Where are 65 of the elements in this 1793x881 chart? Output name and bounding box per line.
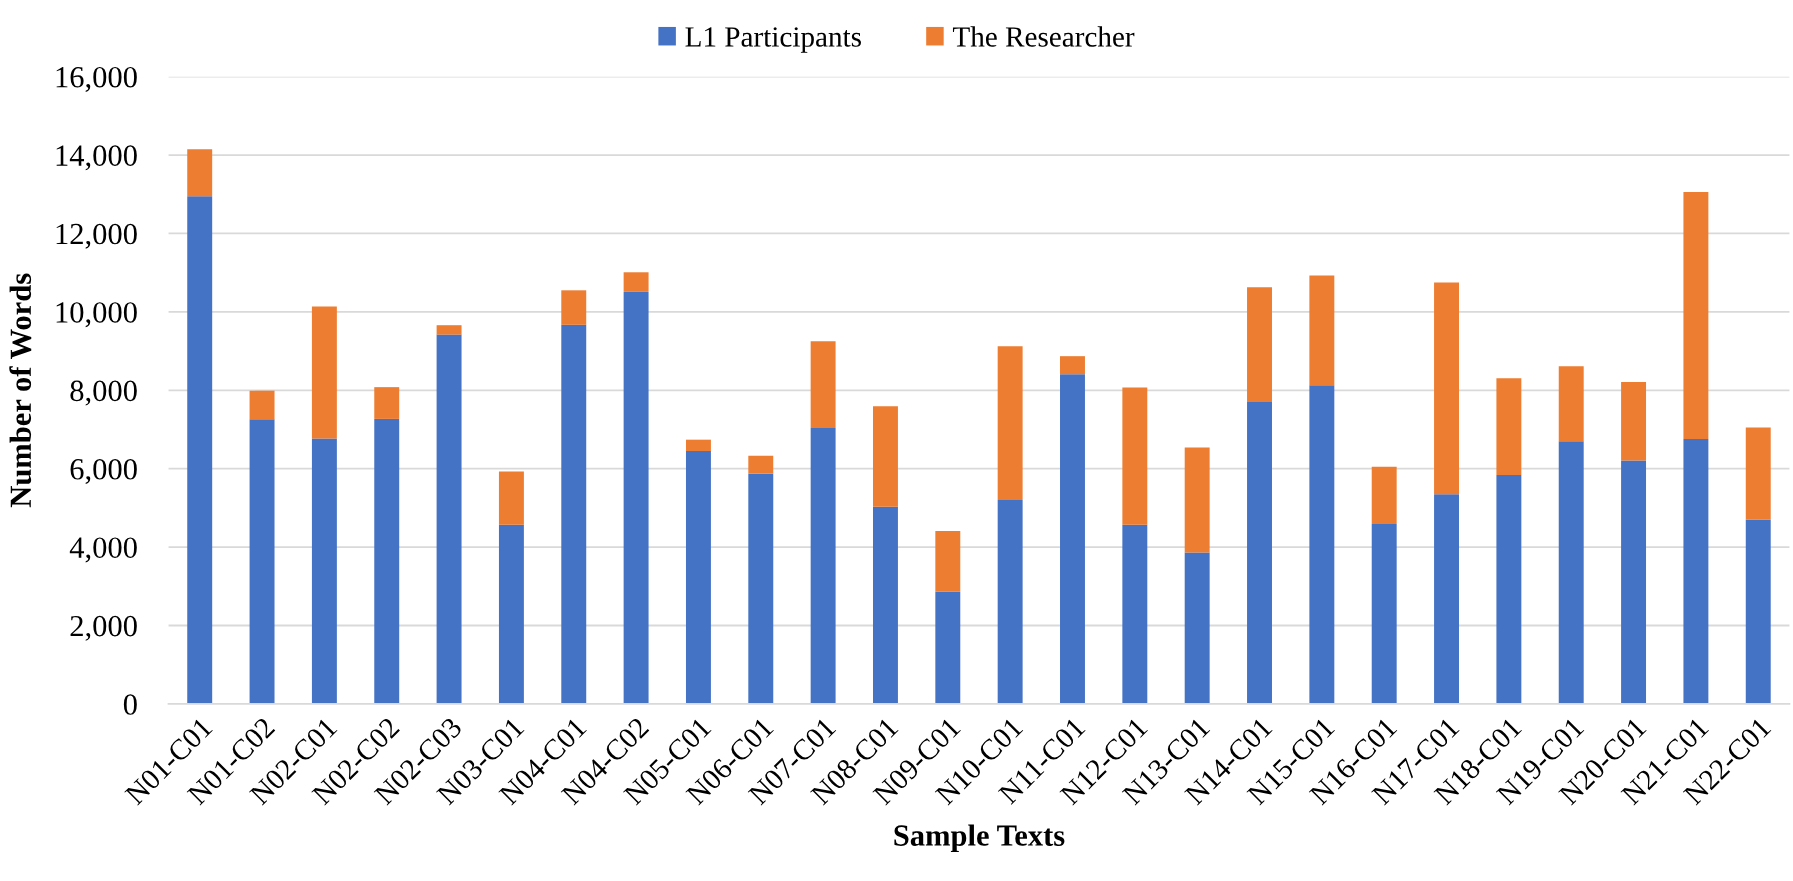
bar bbox=[748, 455, 774, 474]
y-tick-label: 16,000 bbox=[56, 66, 137, 92]
bar bbox=[1060, 374, 1085, 704]
bar bbox=[1371, 523, 1397, 704]
bar bbox=[1434, 282, 1460, 495]
bar bbox=[1434, 494, 1460, 704]
bar bbox=[1309, 385, 1335, 704]
bar bbox=[187, 196, 213, 704]
bar bbox=[187, 149, 213, 197]
bar bbox=[561, 290, 587, 325]
bar bbox=[374, 418, 400, 704]
bar bbox=[436, 334, 462, 704]
bar bbox=[1247, 402, 1272, 704]
bar bbox=[810, 341, 836, 428]
bar bbox=[1683, 191, 1709, 439]
bar bbox=[1745, 519, 1771, 704]
bar bbox=[935, 531, 961, 592]
bar bbox=[374, 387, 400, 419]
bar bbox=[436, 325, 462, 335]
bar bbox=[873, 506, 898, 704]
bar bbox=[249, 390, 275, 420]
y-tick-label: 10,000 bbox=[56, 302, 137, 328]
bar bbox=[1371, 466, 1397, 524]
bar bbox=[1683, 438, 1709, 704]
y-tick-label: 12,000 bbox=[56, 223, 137, 249]
bar bbox=[1060, 356, 1085, 375]
bar bbox=[685, 451, 711, 704]
bar bbox=[1309, 275, 1335, 386]
bar bbox=[1247, 287, 1272, 403]
bar bbox=[623, 291, 649, 704]
bar bbox=[1496, 378, 1522, 475]
bar bbox=[873, 406, 898, 507]
bar bbox=[748, 473, 774, 704]
bar bbox=[623, 272, 649, 292]
x-axis-title: Sample Texts bbox=[894, 824, 1065, 853]
legend-label: The Researcher bbox=[952, 26, 1135, 47]
bar bbox=[1184, 552, 1210, 704]
bar bbox=[311, 306, 337, 439]
y-tick-label: 8,000 bbox=[70, 380, 137, 406]
y-tick-label: 0 bbox=[123, 694, 137, 715]
bar bbox=[561, 324, 587, 704]
y-tick-label: 6,000 bbox=[70, 458, 137, 484]
y-axis-title: Number of Words bbox=[9, 273, 32, 508]
legend-label: L1 Participants bbox=[685, 27, 861, 53]
bar bbox=[1621, 460, 1647, 704]
y-tick-label: 4,000 bbox=[69, 537, 137, 563]
bar bbox=[498, 524, 524, 704]
bar bbox=[311, 438, 337, 704]
bar bbox=[249, 419, 275, 704]
bar bbox=[1122, 387, 1148, 525]
bar bbox=[1558, 441, 1584, 704]
y-tick-label: 14,000 bbox=[56, 145, 137, 171]
bar bbox=[810, 427, 836, 704]
bar bbox=[1558, 366, 1584, 442]
bar bbox=[685, 439, 711, 452]
bar bbox=[1745, 427, 1771, 520]
bar bbox=[1621, 382, 1647, 461]
y-tick-label: 2,000 bbox=[70, 615, 137, 641]
bar bbox=[997, 500, 1023, 704]
bar bbox=[1184, 447, 1210, 553]
bar bbox=[1496, 474, 1522, 704]
bar bbox=[498, 471, 524, 525]
bar bbox=[1122, 524, 1148, 704]
bar bbox=[997, 346, 1023, 501]
bar bbox=[935, 591, 961, 704]
